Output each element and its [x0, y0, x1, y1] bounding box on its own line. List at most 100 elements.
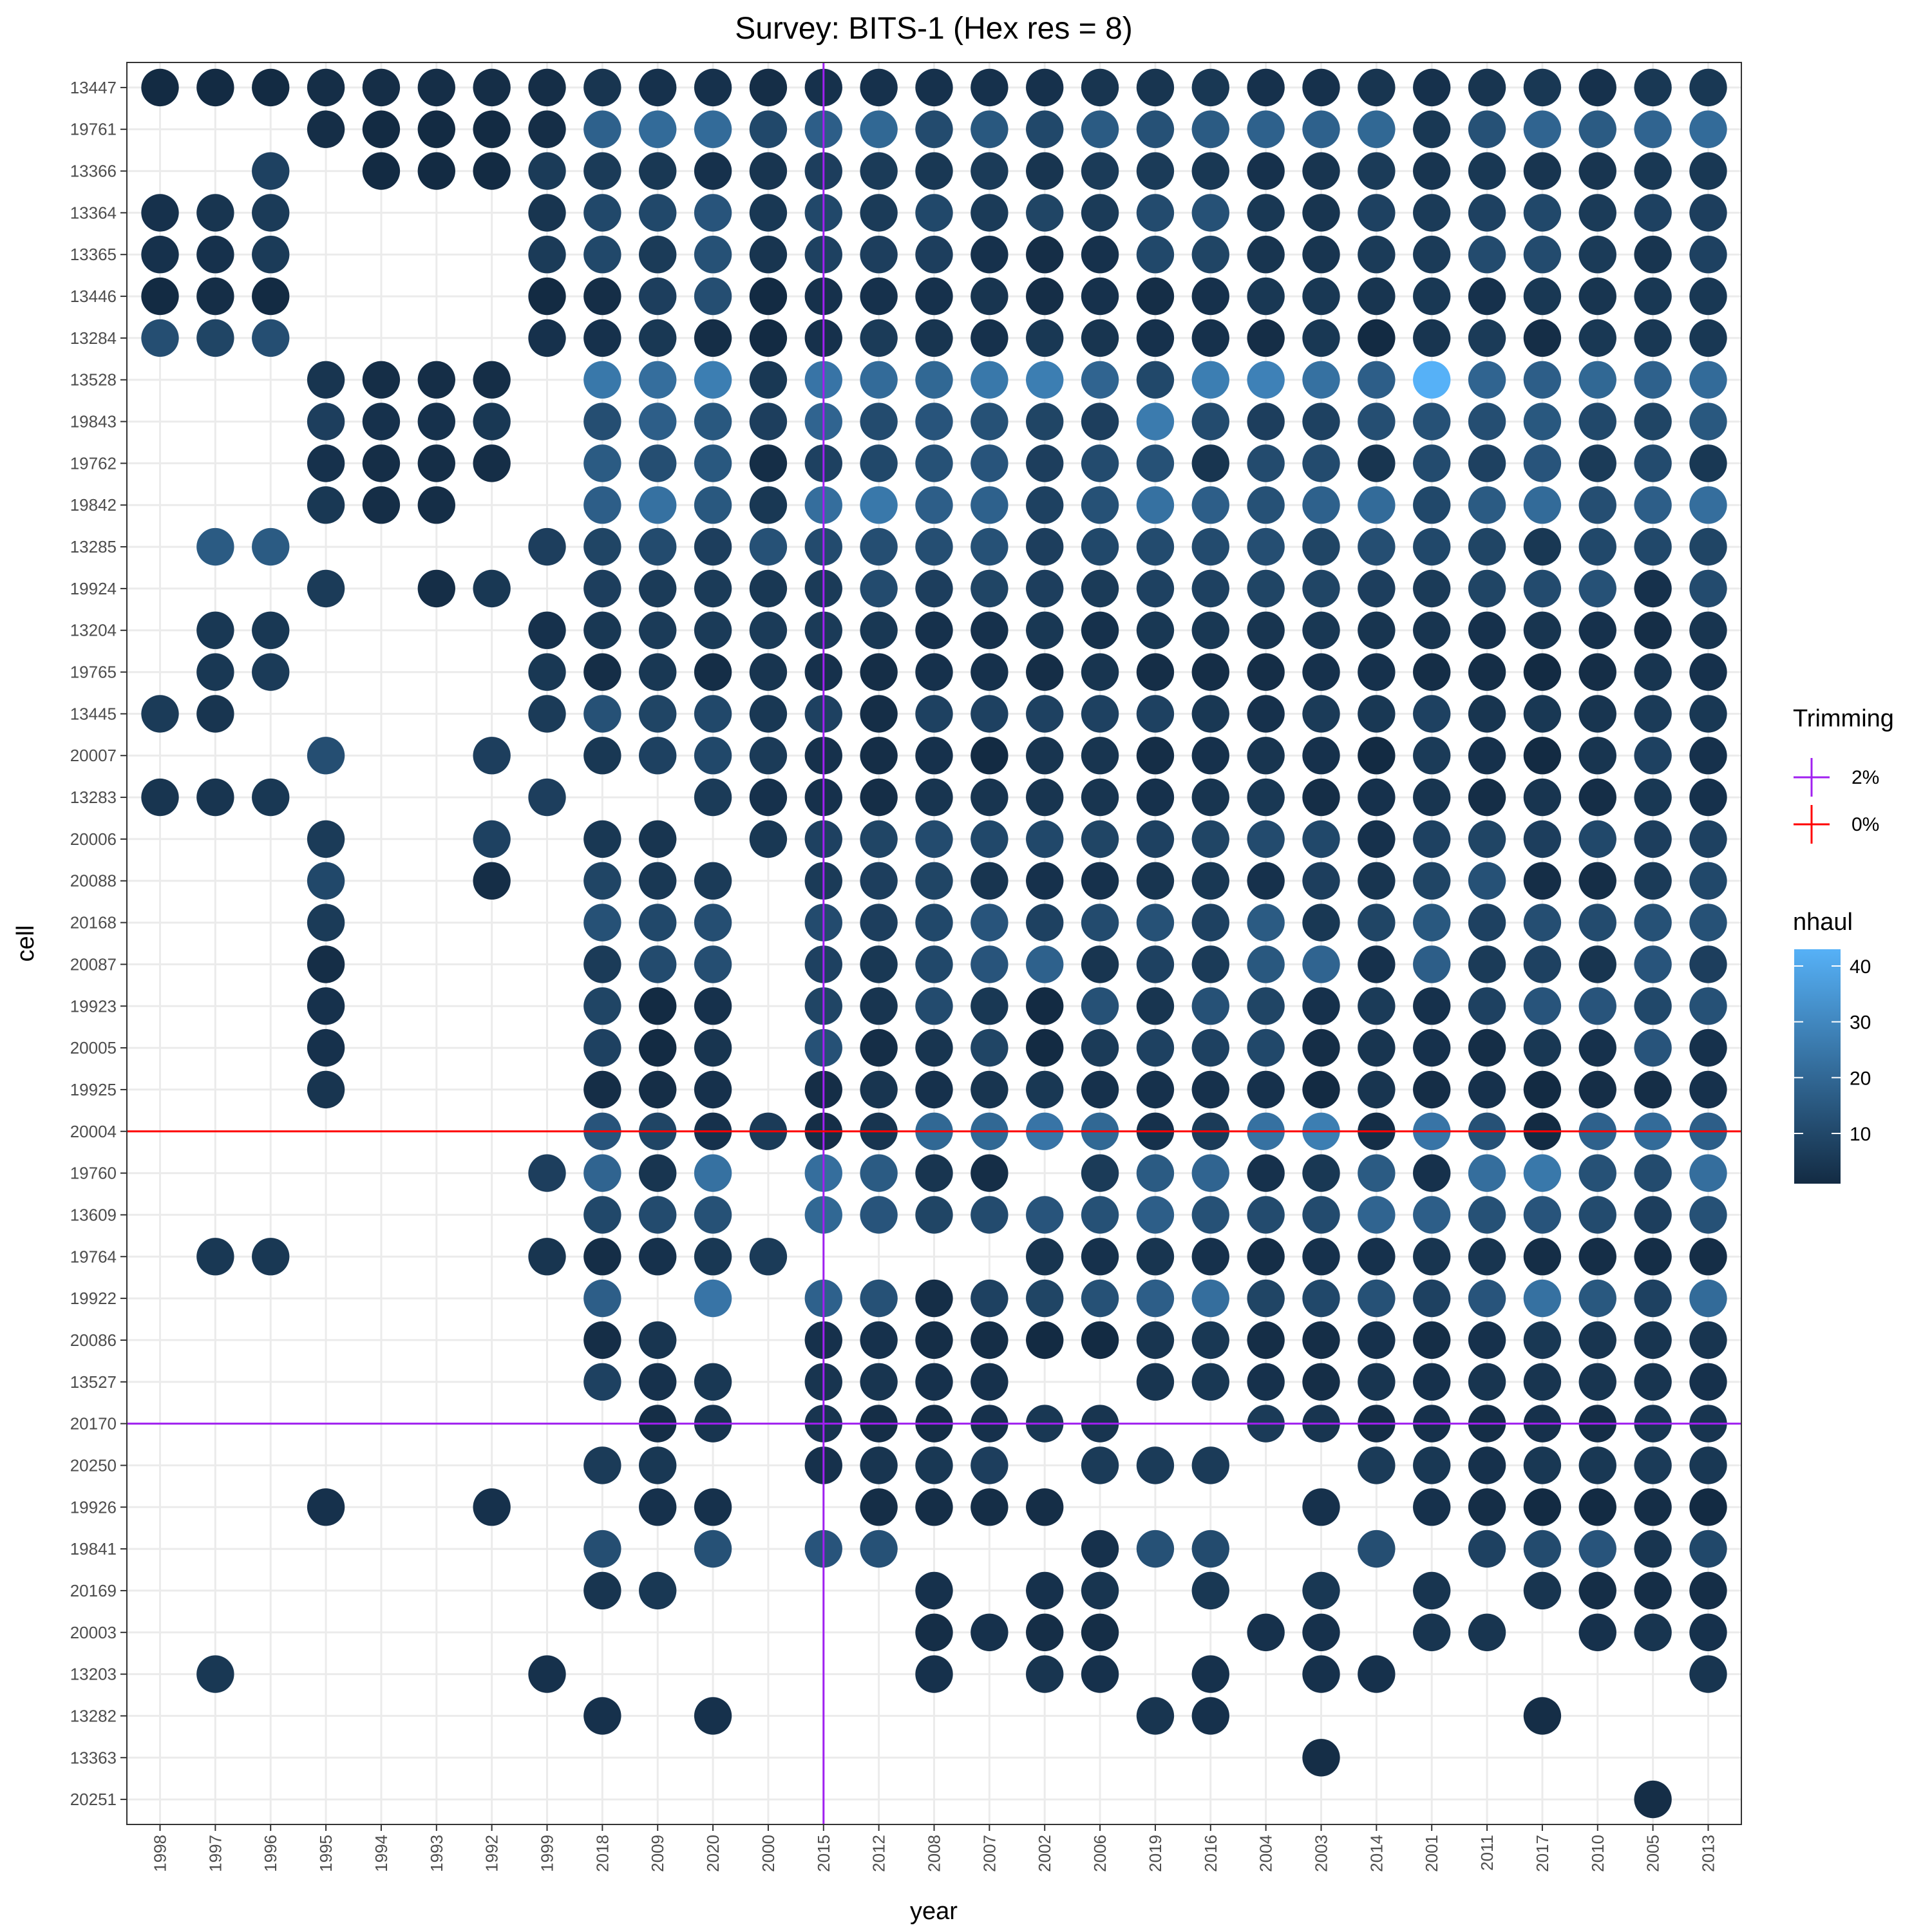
x-tick-label: 2011	[1477, 1835, 1497, 1871]
data-point	[196, 1238, 234, 1276]
data-point	[583, 737, 621, 775]
y-axis-ticks: 13447 19761 13366 13364 13365 13446 13284 13528…	[70, 78, 127, 1809]
data-point	[1081, 486, 1119, 524]
data-point	[1026, 653, 1064, 691]
y-tick-label: 20003	[70, 1623, 117, 1642]
data-point	[1578, 1571, 1616, 1610]
data-point	[1302, 319, 1340, 357]
data-point	[749, 486, 788, 524]
data-point	[749, 444, 788, 482]
data-point	[1578, 653, 1616, 691]
data-point	[694, 236, 732, 274]
data-point	[1358, 277, 1396, 316]
data-point	[1136, 1196, 1175, 1234]
data-point	[1026, 611, 1064, 649]
data-point	[1634, 402, 1672, 440]
data-point	[1358, 653, 1396, 691]
data-point	[473, 402, 511, 440]
data-point	[583, 68, 621, 107]
data-point	[1578, 1028, 1616, 1067]
data-point	[1358, 1070, 1396, 1109]
data-point	[1247, 444, 1285, 482]
legend-trimming-title: Trimming	[1793, 705, 1894, 732]
y-tick-label: 20251	[70, 1790, 117, 1809]
data-point	[639, 486, 677, 524]
data-point	[1136, 110, 1175, 148]
data-point	[1302, 778, 1340, 817]
data-point	[1358, 152, 1396, 190]
data-point	[1191, 1154, 1229, 1192]
data-point	[1302, 1279, 1340, 1318]
data-point	[971, 1196, 1009, 1234]
data-point	[1578, 778, 1616, 817]
data-point	[749, 527, 788, 566]
data-point	[915, 1363, 953, 1401]
data-point	[1247, 778, 1285, 817]
y-tick-label: 13445	[70, 704, 117, 723]
data-point	[528, 68, 566, 107]
data-point	[1468, 236, 1506, 274]
data-point	[860, 68, 898, 107]
data-point	[1689, 194, 1727, 232]
data-point	[583, 987, 621, 1025]
x-tick-label: 1998	[151, 1835, 170, 1872]
y-tick-label: 20006	[70, 829, 117, 849]
data-point	[1634, 987, 1672, 1025]
data-point	[1578, 904, 1616, 942]
data-point	[1689, 611, 1727, 649]
data-point	[1136, 778, 1175, 817]
data-point	[362, 110, 401, 148]
data-point	[1689, 1154, 1727, 1192]
data-point	[915, 319, 953, 357]
data-point	[583, 1530, 621, 1568]
data-point	[1026, 152, 1064, 190]
data-point	[1578, 444, 1616, 482]
data-point	[1523, 319, 1562, 357]
data-point	[1358, 527, 1396, 566]
data-point	[1634, 444, 1672, 482]
data-point	[1413, 1488, 1451, 1526]
data-point	[1523, 277, 1562, 316]
data-point	[1191, 1530, 1229, 1568]
data-point	[1523, 236, 1562, 274]
data-point	[1634, 1780, 1672, 1819]
data-point	[1026, 1571, 1064, 1610]
data-point	[307, 862, 345, 900]
data-point	[1689, 1488, 1727, 1526]
data-point	[1026, 402, 1064, 440]
data-point	[362, 402, 401, 440]
data-point	[915, 987, 953, 1025]
data-point	[196, 653, 234, 691]
data-point	[1191, 904, 1229, 942]
data-point	[307, 569, 345, 608]
data-point	[860, 486, 898, 524]
data-point	[694, 862, 732, 900]
data-point	[1578, 695, 1616, 733]
data-point	[1247, 486, 1285, 524]
data-point	[1081, 527, 1119, 566]
data-point	[1689, 778, 1727, 817]
data-point	[1026, 987, 1064, 1025]
y-tick-label: 13285	[70, 537, 117, 556]
data-point	[694, 1196, 732, 1234]
data-point	[1413, 1196, 1451, 1234]
data-point	[1523, 444, 1562, 482]
data-point	[307, 820, 345, 858]
data-point	[473, 361, 511, 399]
data-point	[694, 361, 732, 399]
x-tick-label: 1994	[372, 1835, 391, 1872]
data-point	[1634, 737, 1672, 775]
data-point	[860, 194, 898, 232]
x-tick-label: 2017	[1533, 1835, 1552, 1872]
x-tick-label: 1992	[482, 1835, 502, 1872]
data-point	[1634, 1028, 1672, 1067]
data-point	[1468, 653, 1506, 691]
data-point	[1468, 737, 1506, 775]
data-point	[252, 527, 290, 566]
data-point	[971, 778, 1009, 817]
data-point	[971, 486, 1009, 524]
data-point	[1136, 236, 1175, 274]
data-point	[1081, 277, 1119, 316]
data-point	[915, 695, 953, 733]
data-point	[1247, 1070, 1285, 1109]
